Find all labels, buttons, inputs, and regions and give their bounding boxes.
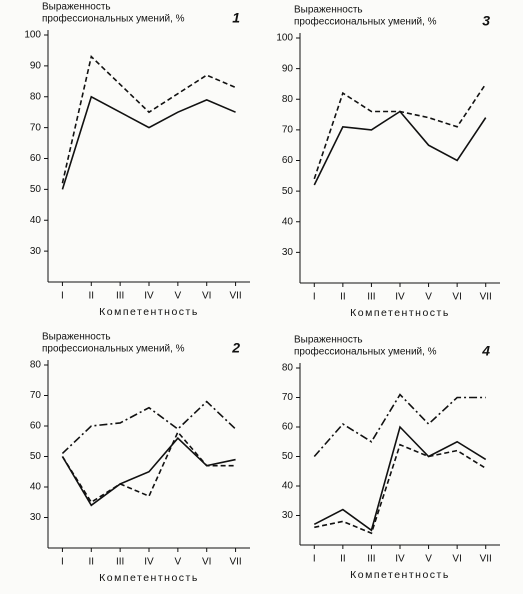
y-tick-label: 80 — [282, 94, 294, 105]
series-line — [61, 55, 236, 184]
x-tick-label: VI — [452, 292, 461, 303]
x-tick-label: I — [313, 292, 316, 303]
y-axis-label: профессиональных умений, % — [294, 346, 437, 358]
y-tick-label: 30 — [282, 510, 294, 521]
y-axis-label: Выраженность — [42, 2, 111, 13]
x-tick-label: III — [367, 554, 375, 565]
x-tick-label: III — [367, 292, 375, 303]
x-tick-label: V — [425, 554, 432, 565]
y-tick-label: 60 — [282, 155, 294, 166]
y-axis-label: профессиональных умений, % — [42, 13, 185, 25]
x-tick-label: VII — [480, 292, 492, 303]
x-tick-label: I — [61, 557, 64, 568]
y-tick-label: 40 — [282, 216, 294, 227]
y-tick-label: 100 — [276, 33, 293, 44]
y-tick-label: 60 — [282, 422, 294, 433]
x-tick-label: V — [175, 291, 182, 302]
series-line — [314, 443, 487, 535]
y-tick-label: 100 — [24, 30, 41, 41]
x-tick-label: I — [313, 554, 316, 565]
panel-label: 3 — [482, 13, 490, 29]
x-tick-label: II — [89, 557, 95, 568]
y-tick-label: 40 — [282, 481, 294, 492]
y-tick-label: 40 — [30, 215, 42, 226]
x-tick-label: II — [340, 554, 346, 565]
series-line — [313, 425, 487, 532]
y-tick-label: 70 — [30, 390, 42, 401]
y-tick-label: 40 — [30, 482, 42, 493]
x-tick-label: VII — [229, 291, 241, 302]
y-axis-label: Выраженность — [294, 335, 363, 346]
x-tick-label: IV — [144, 557, 154, 568]
x-tick-label: IV — [395, 292, 405, 303]
panel-label: 2 — [231, 340, 240, 356]
y-axis-label: Выраженность — [294, 5, 363, 16]
x-tick-label: I — [61, 291, 64, 302]
y-tick-label: 50 — [30, 451, 42, 462]
y-tick-label: 70 — [282, 125, 294, 136]
y-tick-label: 30 — [30, 512, 42, 523]
y-tick-label: 30 — [30, 246, 42, 257]
x-tick-label: III — [116, 291, 124, 302]
x-tick-label: VI — [452, 554, 461, 565]
y-tick-label: 80 — [282, 363, 294, 374]
x-tick-label: II — [340, 292, 346, 303]
y-tick-label: 70 — [30, 122, 42, 133]
x-tick-label: VI — [202, 557, 211, 568]
y-tick-label: 30 — [282, 247, 294, 258]
x-tick-label: IV — [144, 291, 154, 302]
y-axis-label: профессиональных умений, % — [294, 16, 437, 28]
y-axis-label: профессиональных умений, % — [42, 343, 185, 355]
x-axis-label: Компетентность — [99, 306, 199, 318]
series-line — [61, 400, 237, 455]
x-tick-label: VII — [480, 554, 492, 565]
x-tick-label: VII — [229, 557, 241, 568]
series-line — [61, 430, 236, 504]
y-tick-label: 60 — [30, 421, 42, 432]
series-line — [313, 83, 487, 180]
x-tick-label: II — [89, 291, 95, 302]
series-line — [61, 95, 236, 190]
y-tick-label: 60 — [30, 153, 42, 164]
panel-label: 1 — [232, 10, 240, 26]
x-tick-label: IV — [395, 554, 405, 565]
y-tick-label: 90 — [30, 61, 42, 72]
x-axis-label: Компетентность — [99, 572, 199, 584]
x-tick-label: III — [116, 557, 124, 568]
y-tick-label: 80 — [30, 360, 42, 371]
panel-label: 4 — [481, 343, 490, 359]
y-tick-label: 50 — [30, 184, 42, 195]
x-tick-label: V — [175, 557, 182, 568]
y-tick-label: 50 — [282, 186, 294, 197]
x-tick-label: VI — [202, 291, 211, 302]
y-tick-label: 80 — [30, 91, 42, 102]
y-tick-label: 50 — [282, 451, 294, 462]
y-axis-label: Выраженность — [42, 332, 111, 343]
y-tick-label: 90 — [282, 63, 294, 74]
x-tick-label: V — [425, 292, 432, 303]
x-axis-label: Компетентность — [350, 569, 450, 581]
series-line — [313, 393, 486, 458]
y-tick-label: 70 — [282, 392, 294, 403]
x-axis-label: Компетентность — [350, 307, 450, 319]
